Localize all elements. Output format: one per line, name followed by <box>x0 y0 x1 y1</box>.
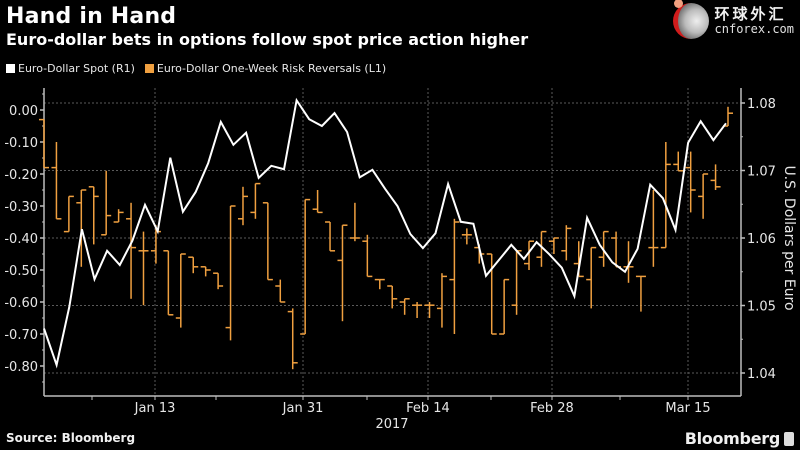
right-tick-label: 1.07 <box>747 165 776 180</box>
risk-reversal-bar <box>188 256 199 274</box>
risk-reversal-bar <box>524 240 535 270</box>
legend: Euro-Dollar Spot (R1) Euro-Dollar One-We… <box>6 62 386 75</box>
risk-reversal-bar <box>312 190 323 214</box>
chart-title: Hand in Hand <box>6 4 177 29</box>
risk-reversal-bar <box>213 272 224 290</box>
risk-reversal-bar <box>548 237 559 254</box>
risk-reversal-bar <box>275 279 286 303</box>
risk-reversal-bar <box>113 209 124 223</box>
x-tick-label: Jan 31 <box>282 401 324 416</box>
x-tick-label: Feb 14 <box>406 401 450 416</box>
left-tick-label: -0.50 <box>4 264 38 279</box>
left-tick-label: -0.70 <box>4 328 38 343</box>
risk-reversal-bar <box>499 278 510 335</box>
bloomberg-brand: Bloomberg <box>685 429 794 448</box>
risk-reversal-bar <box>673 151 684 172</box>
risk-reversal-bar <box>561 225 572 261</box>
risk-reversal-bar <box>399 298 410 315</box>
axis-labels: Jan 13 Jan 31 Feb 14 Feb 28 Mar 15 0.00 -0.10 -… <box>4 97 776 416</box>
legend-label-risk-reversals: Euro-Dollar One-Week Risk Reversals (L1) <box>156 62 387 75</box>
risk-reversal-bar <box>698 173 709 219</box>
right-axis-title: U.S. Dollars per Euro <box>781 165 797 310</box>
right-tick-label: 1.08 <box>747 97 776 112</box>
left-tick-label: -0.60 <box>4 296 38 311</box>
risk-reversal-bar <box>163 250 174 316</box>
risk-reversal-bar <box>76 189 87 267</box>
risk-reversal-bar <box>362 234 373 278</box>
left-tick-label: 0.00 <box>9 104 38 119</box>
right-tick-label: 1.06 <box>747 232 776 247</box>
risk-reversal-bar <box>325 221 336 252</box>
risk-reversal-bar <box>424 302 435 318</box>
x-axis-year-label: 2017 <box>375 417 408 432</box>
risk-reversal-bar <box>349 202 360 242</box>
risk-reversal-bar <box>51 142 62 220</box>
risk-reversal-bar <box>150 225 161 264</box>
right-tick-label: 1.04 <box>747 367 776 382</box>
risk-reversal-bars <box>39 106 733 370</box>
risk-reversal-bar <box>88 186 99 245</box>
risk-reversal-bar <box>101 170 112 236</box>
risk-reversal-bar <box>175 253 186 328</box>
risk-reversal-bar <box>412 302 423 318</box>
risk-reversal-bar <box>387 285 398 309</box>
spot-series <box>43 97 727 369</box>
bloomberg-terminal-icon <box>784 431 794 446</box>
risk-reversal-bar <box>449 218 460 334</box>
risk-reversal-bar <box>436 273 447 328</box>
chart-subtitle: Euro-dollar bets in options follow spot … <box>6 30 529 49</box>
risk-reversal-bar <box>262 202 273 281</box>
watermark-chinese-text: 环球外汇 <box>714 5 787 24</box>
risk-reversal-bar <box>126 202 137 299</box>
risk-reversal-bar <box>250 182 261 219</box>
left-tick-label: -0.40 <box>4 232 38 247</box>
risk-reversal-bar <box>685 151 696 213</box>
risk-reversal-bar <box>710 164 721 190</box>
source-note: Source: Bloomberg <box>6 431 136 445</box>
risk-reversal-bar <box>237 186 248 226</box>
legend-label-spot: Euro-Dollar Spot (R1) <box>18 62 135 75</box>
spot-line <box>43 97 727 369</box>
risk-reversal-bar <box>300 198 311 335</box>
cnforex-watermark: 环球外汇 cnforex.com <box>672 0 794 39</box>
risk-reversal-bar <box>200 266 211 277</box>
risk-reversal-bar <box>225 205 236 341</box>
risk-reversal-bar <box>337 224 348 322</box>
risk-reversal-bar <box>287 308 298 370</box>
left-tick-label: -0.30 <box>4 200 38 215</box>
risk-reversal-bar <box>461 228 472 245</box>
watermark-domain-text: cnforex.com <box>714 21 794 36</box>
risk-reversal-bar <box>648 190 659 267</box>
cnforex-logo-icon <box>672 0 709 39</box>
risk-reversal-bar <box>536 230 547 267</box>
legend-swatch-spot <box>6 64 15 73</box>
right-tick-label: 1.05 <box>747 300 776 315</box>
left-tick-label: -0.10 <box>4 136 38 151</box>
risk-reversal-bar <box>586 246 597 309</box>
left-tick-label: -0.80 <box>4 360 38 375</box>
risk-reversal-bar <box>623 241 634 283</box>
brand-text: Bloomberg <box>684 429 781 448</box>
risk-reversal-bar <box>660 142 671 249</box>
risk-reversal-bar <box>723 106 733 127</box>
x-tick-label: Feb 28 <box>530 401 574 416</box>
left-tick-label: -0.20 <box>4 168 38 183</box>
risk-reversal-bar <box>374 278 385 290</box>
risk-reversal-bar <box>39 118 49 169</box>
x-tick-label: Mar 15 <box>665 401 710 416</box>
grid-lines <box>44 88 741 396</box>
legend-swatch-risk-reversals <box>144 64 154 73</box>
x-tick-label: Jan 13 <box>134 401 176 416</box>
legend-item-spot: Euro-Dollar Spot (R1) <box>6 62 135 75</box>
risk-reversal-bar <box>138 231 149 306</box>
legend-item-risk-reversals: Euro-Dollar One-Week Risk Reversals (L1) <box>144 62 387 75</box>
risk-reversal-bar <box>635 275 646 312</box>
risk-reversal-bar <box>63 195 74 233</box>
